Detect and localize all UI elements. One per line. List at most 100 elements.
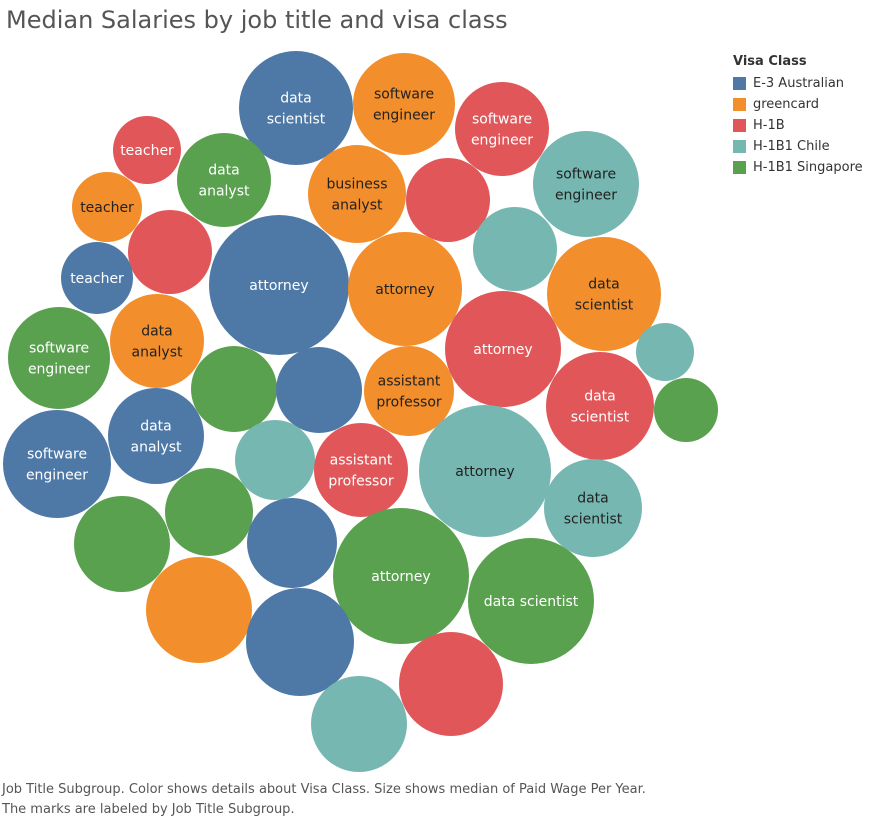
bubble-mark[interactable] [191, 346, 277, 432]
bubble-mark[interactable] [333, 508, 469, 644]
bubble-mark[interactable] [246, 588, 354, 696]
bubble-h-1b1-chile-data-scientist[interactable]: data scientist [544, 459, 642, 557]
bubble-greencard-data-analyst[interactable]: data analyst [110, 294, 204, 388]
bubble-greencard[interactable] [146, 557, 252, 663]
bubble-mark[interactable] [110, 294, 204, 388]
bubble-h-1b-attorney[interactable]: attorney [445, 291, 561, 407]
bubble-mark[interactable] [419, 405, 551, 537]
bubble-h-1b1-chile[interactable] [473, 207, 557, 291]
legend-item-greencard[interactable]: greencard [733, 94, 863, 115]
bubble-label: scientist [564, 512, 623, 528]
bubble-label: analyst [199, 184, 251, 200]
bubble-mark[interactable] [209, 215, 349, 355]
bubble-mark[interactable] [165, 468, 253, 556]
bubble-h-1b1-chile-attorney[interactable]: attorney [419, 405, 551, 537]
bubble-e-3-australian-data-scientist[interactable]: data scientist [239, 51, 353, 165]
bubble-h-1b[interactable] [406, 158, 490, 242]
bubble-h-1b1-chile[interactable] [636, 323, 694, 381]
bubble-mark[interactable] [547, 237, 661, 351]
bubble-greencard-assistant-professor[interactable]: assistant professor [364, 346, 454, 436]
bubble-h-1b-teacher[interactable]: teacher [113, 116, 181, 184]
bubble-h-1b-assistant-professor[interactable]: assistant professor [314, 423, 408, 517]
bubble-mark[interactable] [8, 307, 110, 409]
bubble-mark[interactable] [544, 459, 642, 557]
bubble-label: engineer [28, 362, 90, 378]
bubble-h-1b1-singapore[interactable] [74, 496, 170, 592]
bubble-e-3-australian[interactable] [247, 498, 337, 588]
bubble-mark[interactable] [455, 82, 549, 176]
bubble-e-3-australian[interactable] [246, 588, 354, 696]
bubble-greencard-software-engineer[interactable]: software engineer [353, 53, 455, 155]
legend-label: H-1B [753, 118, 785, 133]
bubble-label: scientist [575, 298, 634, 314]
bubble-greencard-teacher[interactable]: teacher [72, 172, 142, 242]
bubble-mark[interactable] [348, 232, 462, 346]
bubble-h-1b1-singapore-data-scientist[interactable]: data scientist [468, 538, 594, 664]
legend-item-h1b[interactable]: H-1B [733, 115, 863, 136]
bubble-mark[interactable] [247, 498, 337, 588]
bubble-chart: data scientist software engineer software eng… [3, 51, 718, 772]
bubble-mark[interactable] [113, 116, 181, 184]
bubble-mark[interactable] [235, 420, 315, 500]
legend-item-h1b1-singapore[interactable]: H-1B1 Singapore [733, 157, 863, 178]
legend-item-h1b1-chile[interactable]: H-1B1 Chile [733, 136, 863, 157]
bubble-label: data [280, 91, 312, 107]
bubble-mark[interactable] [353, 53, 455, 155]
bubble-mark[interactable] [654, 378, 718, 442]
bubble-e-3-australian-teacher[interactable]: teacher [61, 242, 133, 314]
bubble-e-3-australian-software-engineer[interactable]: software engineer [3, 410, 111, 518]
bubble-h-1b1-singapore[interactable] [191, 346, 277, 432]
bubble-label: teacher [120, 143, 174, 159]
legend-title: Visa Class [733, 54, 807, 69]
bubble-mark[interactable] [3, 410, 111, 518]
bubble-h-1b-data-scientist[interactable]: data scientist [546, 352, 654, 460]
bubble-mark[interactable] [74, 496, 170, 592]
caption-line: Job Title Subgroup. Color shows details … [2, 782, 646, 797]
bubble-mark[interactable] [445, 291, 561, 407]
bubble-mark[interactable] [468, 538, 594, 664]
bubble-mark[interactable] [399, 632, 503, 736]
bubble-mark[interactable] [364, 346, 454, 436]
bubble-label: data [141, 324, 173, 340]
bubble-e-3-australian-attorney[interactable]: attorney [209, 215, 349, 355]
bubble-h-1b1-singapore-attorney[interactable]: attorney [333, 508, 469, 644]
bubble-h-1b1-singapore[interactable] [165, 468, 253, 556]
chart-title: Median Salaries by job title and visa cl… [6, 6, 508, 34]
bubble-h-1b-software-engineer[interactable]: software engineer [455, 82, 549, 176]
bubble-h-1b1-singapore[interactable] [654, 378, 718, 442]
legend-item-e3-australian[interactable]: E-3 Australian [733, 73, 863, 94]
legend-swatch [733, 140, 746, 153]
bubble-greencard-business-analyst[interactable]: business analyst [308, 145, 406, 243]
bubble-mark[interactable] [314, 423, 408, 517]
bubble-e-3-australian-data-analyst[interactable]: data analyst [108, 388, 204, 484]
bubble-h-1b[interactable] [399, 632, 503, 736]
bubble-mark[interactable] [473, 207, 557, 291]
bubble-mark[interactable] [239, 51, 353, 165]
bubble-label: analyst [131, 440, 183, 456]
bubble-h-1b[interactable] [128, 210, 212, 294]
legend-swatch [733, 98, 746, 111]
bubble-mark[interactable] [177, 133, 271, 227]
bubble-mark[interactable] [406, 158, 490, 242]
bubble-mark[interactable] [61, 242, 133, 314]
bubble-mark[interactable] [311, 676, 407, 772]
bubble-mark[interactable] [533, 131, 639, 237]
bubble-mark[interactable] [546, 352, 654, 460]
bubble-mark[interactable] [146, 557, 252, 663]
bubble-h-1b1-singapore-software-engineer[interactable]: software engineer [8, 307, 110, 409]
bubble-h-1b1-chile-software-engineer[interactable]: software engineer [533, 131, 639, 237]
bubble-greencard-data-scientist[interactable]: data scientist [547, 237, 661, 351]
bubble-h-1b1-chile[interactable] [311, 676, 407, 772]
bubble-mark[interactable] [276, 347, 362, 433]
bubble-mark[interactable] [636, 323, 694, 381]
bubble-mark[interactable] [128, 210, 212, 294]
bubble-mark[interactable] [72, 172, 142, 242]
bubble-mark[interactable] [108, 388, 204, 484]
bubble-greencard-attorney[interactable]: attorney [348, 232, 462, 346]
bubble-e-3-australian[interactable] [276, 347, 362, 433]
bubble-h-1b1-chile[interactable] [235, 420, 315, 500]
bubble-label: attorney [371, 569, 430, 585]
bubble-h-1b1-singapore-data-analyst[interactable]: data analyst [177, 133, 271, 227]
bubble-mark[interactable] [308, 145, 406, 243]
bubble-label: professor [376, 395, 442, 411]
